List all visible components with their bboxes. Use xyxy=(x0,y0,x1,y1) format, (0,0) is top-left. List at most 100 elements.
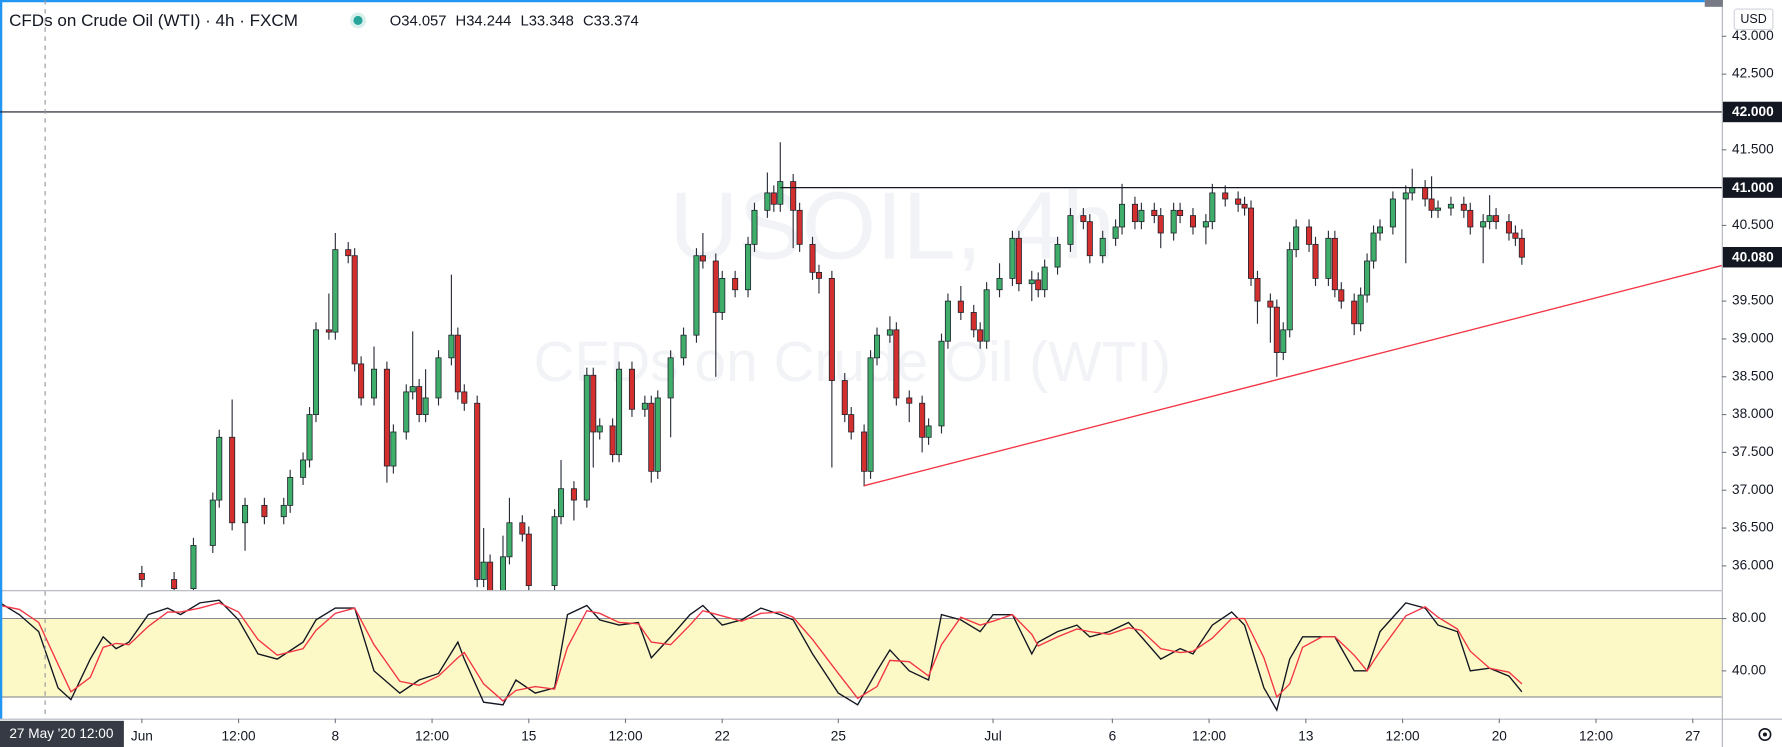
watermark-description: CFDs on Crude Oil (WTI) xyxy=(534,331,1172,394)
candle-body xyxy=(551,516,558,586)
candle-body xyxy=(609,425,616,456)
candle-body xyxy=(751,209,758,245)
candle-body xyxy=(893,329,900,399)
candle-body xyxy=(1493,215,1500,223)
candle-body xyxy=(970,312,977,331)
candle-body xyxy=(358,363,365,399)
stoch-line xyxy=(0,602,1523,702)
x-tick-label: 6 xyxy=(1109,728,1117,743)
candle-body xyxy=(977,329,984,342)
candle-body xyxy=(1389,198,1396,228)
candle-body xyxy=(332,249,339,333)
currency-box[interactable] xyxy=(1733,8,1774,31)
x-tick-label: 12:00 xyxy=(1192,728,1227,743)
candle-body xyxy=(777,181,784,205)
ohlc-value: 34.057 xyxy=(401,14,446,30)
last-price-label: 40.080 xyxy=(1732,249,1774,264)
y-tick-label: 36.500 xyxy=(1732,520,1774,535)
settings-icon[interactable] xyxy=(1758,728,1772,741)
candle-body xyxy=(1312,243,1319,279)
stoch-band xyxy=(0,618,1722,698)
x-tick-label: 22 xyxy=(715,728,730,743)
candle-body xyxy=(1293,226,1300,251)
watermark-layer: USOIL, 4h CFDs on Crude Oil (WTI) xyxy=(534,173,1172,394)
candle-body xyxy=(1286,249,1293,331)
candle-body xyxy=(371,368,378,399)
candle-body xyxy=(983,289,990,342)
candle-body xyxy=(1067,215,1074,245)
crosshair-label: 27 May '20 12:00 xyxy=(9,726,114,741)
ohlc-key: C xyxy=(583,14,594,30)
candle-body xyxy=(1480,221,1487,228)
candle-body xyxy=(1080,215,1087,223)
candle-body xyxy=(474,402,481,580)
ohlc-key: O xyxy=(390,14,401,30)
candle-body xyxy=(873,334,881,359)
candle-body xyxy=(409,386,416,393)
candle-body xyxy=(1486,215,1493,223)
candle-body xyxy=(693,255,700,336)
candle-body xyxy=(216,436,223,501)
price-line-label: 41.000 xyxy=(1732,180,1774,195)
candle-body xyxy=(745,243,752,291)
candle-body xyxy=(306,414,313,461)
candle-body xyxy=(680,334,687,359)
candle-body xyxy=(828,278,835,381)
candle-body xyxy=(261,504,268,518)
candle-body xyxy=(1512,232,1519,239)
candle-body xyxy=(1435,207,1442,211)
candle-body xyxy=(1157,215,1164,234)
settings-gear[interactable] xyxy=(1758,728,1772,741)
candle-body xyxy=(809,243,816,273)
candle-body xyxy=(886,329,893,336)
candle-body xyxy=(1409,187,1416,194)
y-tick-label: 42.500 xyxy=(1732,66,1774,81)
candle-body xyxy=(1280,329,1287,353)
symbol-title[interactable]: CFDs on Crude Oil (WTI) · 4h · FXCM xyxy=(9,11,298,30)
candle-body xyxy=(1306,226,1313,245)
candle-body xyxy=(764,192,771,211)
candle-body xyxy=(506,522,513,558)
candle-body xyxy=(1364,260,1371,296)
candle-body xyxy=(583,374,590,501)
ohlc-key: H xyxy=(456,14,467,30)
candle-body xyxy=(1518,237,1525,258)
candle-body xyxy=(1222,192,1229,200)
candle-body xyxy=(1035,279,1042,291)
candle-body xyxy=(1376,226,1384,234)
crosshair-badge xyxy=(0,720,124,747)
y-tick-label: 39.500 xyxy=(1732,293,1774,308)
candle-body xyxy=(558,488,565,518)
x-tick-label: 8 xyxy=(332,728,340,743)
y-tick-label: 80.00 xyxy=(1732,610,1767,625)
y-tick-label: 37.000 xyxy=(1732,482,1774,497)
candle-body xyxy=(732,278,739,291)
candle-body xyxy=(1119,203,1126,228)
candle-body xyxy=(628,368,635,410)
x-tick-label: 12:00 xyxy=(415,728,450,743)
candle-body xyxy=(1202,221,1209,228)
candle-body xyxy=(229,436,236,524)
candle-body xyxy=(699,255,706,262)
x-tick-label: Jul xyxy=(984,728,1001,743)
candle-body xyxy=(1325,237,1332,279)
price-line-label: 42.000 xyxy=(1732,104,1774,119)
candle-body xyxy=(648,402,655,472)
y-tick-label: 40.00 xyxy=(1732,662,1767,677)
y-tick-label: 41.500 xyxy=(1732,141,1774,156)
candle-body xyxy=(1177,209,1184,217)
candle-body xyxy=(616,368,623,456)
candle-body xyxy=(351,255,358,365)
candle-body xyxy=(1254,278,1261,302)
candle-body xyxy=(1267,300,1274,308)
candle-body xyxy=(1131,203,1138,223)
status-dot xyxy=(353,15,363,26)
candle-body xyxy=(1422,187,1429,200)
stoch-pane xyxy=(0,599,1523,712)
x-tick-label: 25 xyxy=(831,728,846,743)
candle-body xyxy=(1189,215,1196,228)
candle-body xyxy=(171,579,178,589)
x-tick-label: Jun xyxy=(131,728,153,743)
